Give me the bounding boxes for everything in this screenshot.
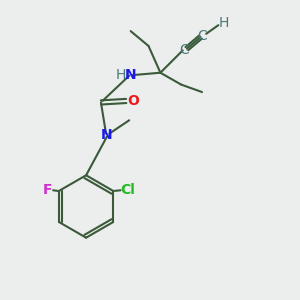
Text: C: C bbox=[179, 44, 189, 57]
Text: F: F bbox=[43, 183, 52, 197]
Text: H: H bbox=[218, 16, 229, 30]
Text: N: N bbox=[124, 68, 136, 82]
Text: N: N bbox=[101, 128, 113, 142]
Text: C: C bbox=[197, 29, 207, 43]
Text: O: O bbox=[128, 94, 140, 108]
Text: Cl: Cl bbox=[120, 183, 135, 197]
Text: H: H bbox=[116, 68, 126, 82]
